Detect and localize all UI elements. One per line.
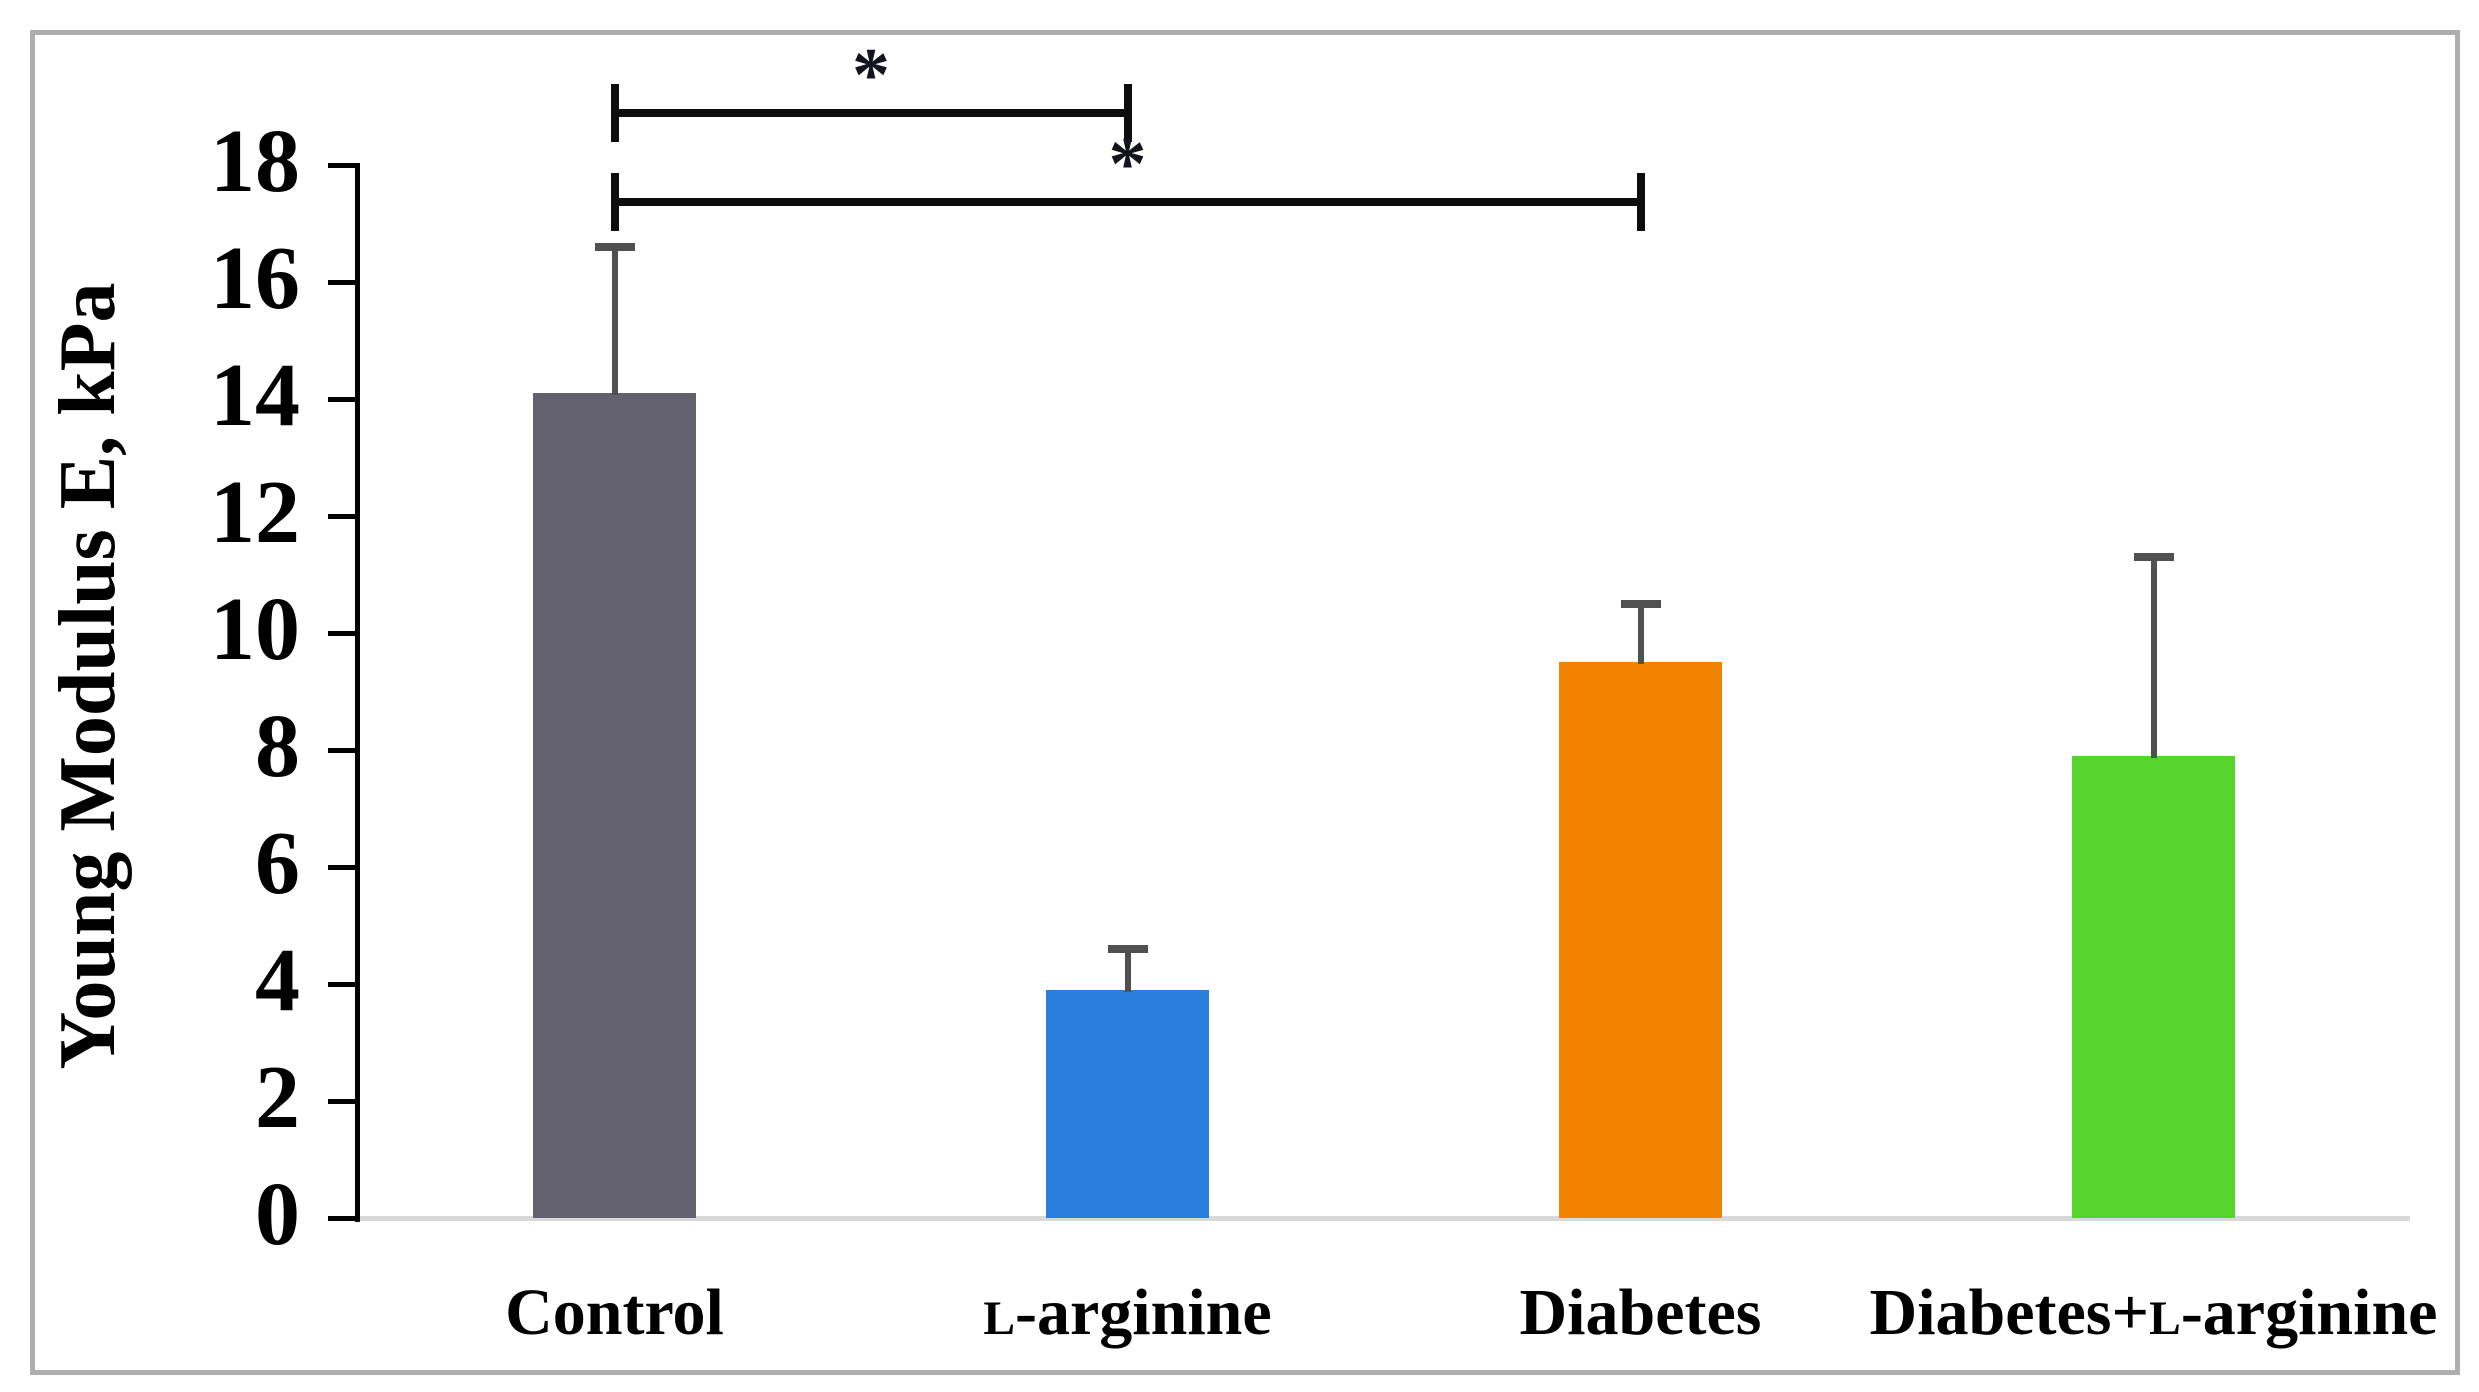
y-axis-tick — [328, 748, 360, 753]
y-axis-tick-label: 14 — [210, 346, 300, 445]
error-bar--arginine — [1124, 948, 1131, 992]
significance-asterisk: * — [852, 33, 890, 117]
y-axis-tick-label: 18 — [210, 112, 300, 211]
y-axis-tick — [328, 397, 360, 402]
y-axis-tick-label: 10 — [210, 580, 300, 679]
y-axis-tick-label: 8 — [255, 697, 300, 796]
y-axis-tick — [328, 280, 360, 285]
y-axis-tick — [328, 982, 360, 987]
significance-bracket-tick — [1636, 173, 1645, 231]
y-axis-tick-label: 0 — [255, 1165, 300, 1264]
x-axis-label--arginine: L-arginine — [983, 1276, 1272, 1349]
y-axis-tick — [328, 514, 360, 519]
y-axis-tick-label: 16 — [210, 229, 300, 328]
error-bar-cap--arginine — [1107, 944, 1148, 953]
significance-bracket-line — [610, 109, 1132, 117]
error-bar-cap-diabetes — [1620, 599, 1661, 608]
significance-bracket-line — [610, 198, 1645, 206]
y-axis-tick — [328, 631, 360, 636]
x-axis-label-diabetes: Diabetes — [1519, 1276, 1762, 1349]
y-axis-tick — [328, 163, 360, 168]
small-cap-l: L — [983, 1293, 1016, 1345]
y-axis-tick-label: 2 — [255, 1048, 300, 1147]
error-bar-cap-diabetes-arginine — [2133, 552, 2174, 561]
y-axis-tick — [328, 865, 360, 870]
bar--arginine — [1046, 989, 1209, 1218]
x-axis-label-diabetes-arginine: Diabetes+L-arginine — [1869, 1276, 2438, 1349]
significance-bracket-tick — [1123, 84, 1132, 142]
significance-bracket-tick — [610, 84, 619, 142]
significance-bracket-tick — [610, 173, 619, 231]
x-axis-label-control: Control — [505, 1276, 724, 1349]
error-bar-control — [611, 246, 618, 396]
error-bar-diabetes-arginine — [2150, 556, 2157, 758]
significance-asterisk: * — [1108, 122, 1147, 206]
chart-frame — [30, 30, 2460, 1375]
y-axis-tick — [328, 1099, 360, 1104]
y-axis-tick-label: 6 — [255, 814, 300, 913]
y-axis-tick — [328, 1216, 360, 1221]
bar-diabetes-arginine — [2072, 755, 2235, 1218]
x-axis-line — [358, 1216, 2410, 1221]
bar-control — [533, 393, 696, 1218]
y-axis-tick-label: 12 — [210, 463, 300, 562]
y-axis-tick-label: 4 — [255, 931, 300, 1030]
error-bar-cap-control — [594, 242, 635, 251]
error-bar-diabetes — [1637, 603, 1644, 665]
small-cap-l: L — [2149, 1293, 2181, 1345]
bar-diabetes — [1559, 662, 1722, 1218]
y-axis-line — [355, 163, 360, 1222]
